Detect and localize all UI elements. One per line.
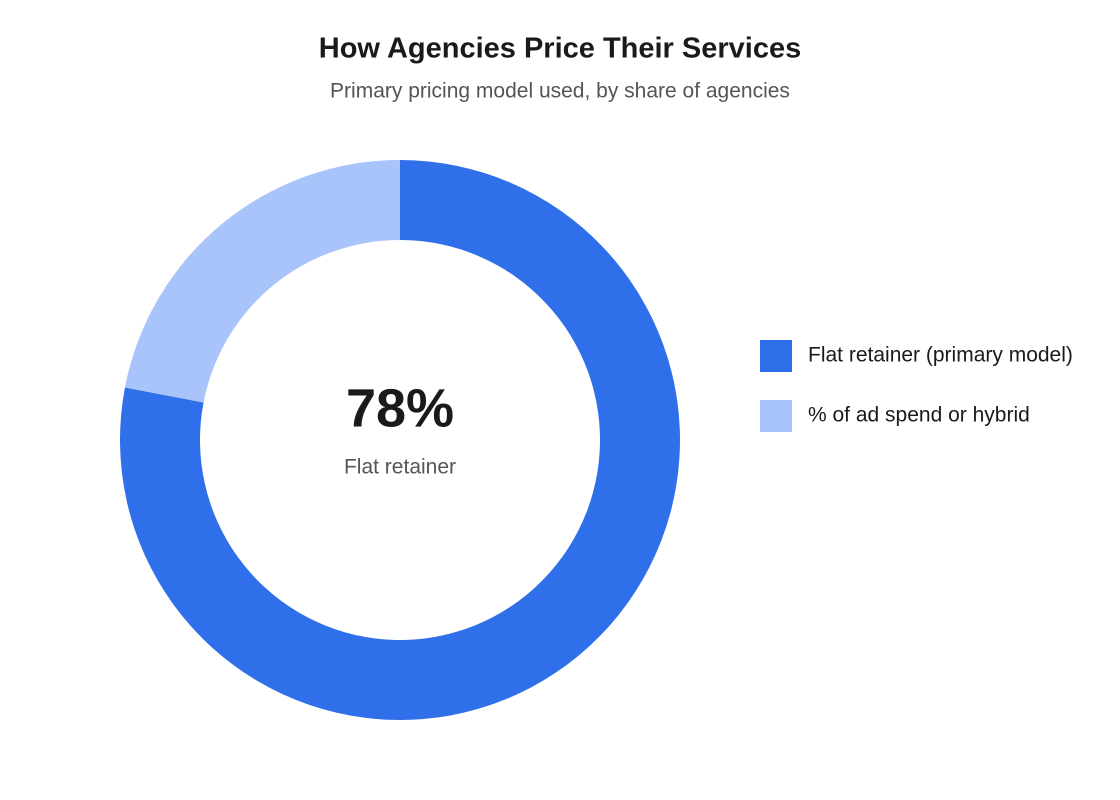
center-caption: Flat retainer bbox=[344, 456, 456, 479]
center-value: 78% bbox=[346, 378, 454, 438]
legend-label: % of ad spend or hybrid bbox=[808, 404, 1030, 427]
chart-title: How Agencies Price Their Services bbox=[319, 33, 801, 65]
chart-subtitle: Primary pricing model used, by share of … bbox=[330, 80, 790, 103]
legend-swatch bbox=[760, 400, 792, 432]
legend-swatch bbox=[760, 340, 792, 372]
donut-segment bbox=[124, 159, 401, 403]
legend-label: Flat retainer (primary model) bbox=[808, 344, 1073, 367]
